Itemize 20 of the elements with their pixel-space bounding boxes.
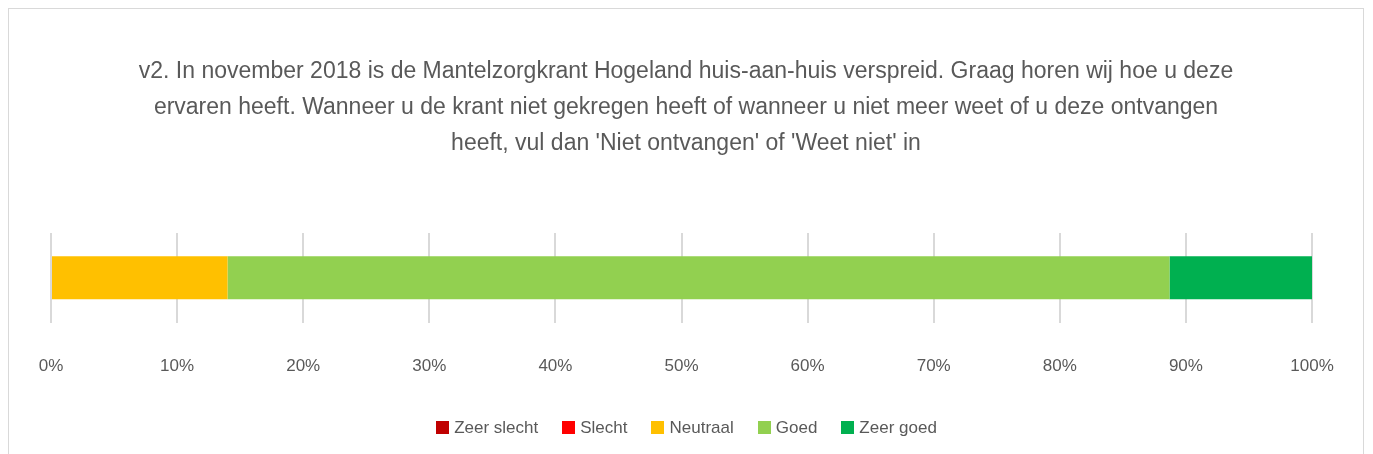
bar	[227, 256, 1170, 300]
x-tick-label: 0%	[38, 356, 64, 376]
legend-label: Neutraal	[669, 418, 734, 437]
x-tick-label: 30%	[412, 356, 447, 376]
x-tick-label: 10%	[160, 356, 195, 376]
x-tick-label: 60%	[790, 356, 825, 376]
x-tick-label: 100%	[1290, 356, 1334, 376]
legend-label: Zeer slecht	[454, 418, 539, 437]
bar	[52, 256, 228, 300]
chart-title: v2. In november 2018 is de Mantelzorgkrant Hogeland huis-aan-huis verspreid. Graag horen wij hoe u deze ervaren heeft. Wanneer u de krant niet gekregen heeft of wanneer u niet meer weet of u deze ontvangen heeft, vul dan 'Niet ontvangen' of 'Weet niet' in	[137, 56, 1235, 157]
x-tick-label: 50%	[664, 356, 699, 376]
x-tick-label: 70%	[916, 356, 951, 376]
x-tick-label: 40%	[538, 356, 573, 376]
x-tick-label: 90%	[1168, 356, 1203, 376]
legend-label: Slecht	[580, 418, 628, 437]
legend-label: Zeer goed	[859, 418, 937, 437]
legend-label: Goed	[775, 418, 818, 437]
bar	[1169, 256, 1312, 300]
x-tick-label: 20%	[286, 356, 321, 376]
x-tick-label: 80%	[1042, 356, 1077, 376]
